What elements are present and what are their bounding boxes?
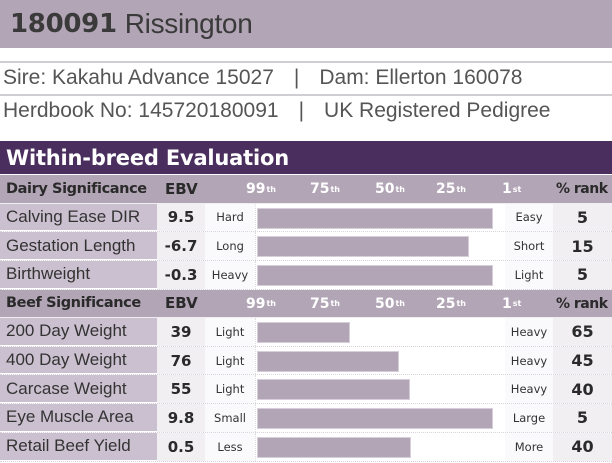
rank-value: 15 <box>553 232 612 260</box>
table-row: Birthweight -0.3 Heavy Light 5 <box>0 260 612 290</box>
percentile-bar <box>257 322 350 344</box>
rank-value: 65 <box>553 318 612 346</box>
ebv-value: 9.8 <box>157 404 205 432</box>
rank-column-header: % rank <box>556 295 608 312</box>
high-label: Heavy <box>505 346 553 375</box>
percentile-bar <box>257 408 493 430</box>
table-row: 400 Day Weight 76 Light Heavy 45 <box>0 346 612 376</box>
divider <box>0 61 612 63</box>
percentile-bar <box>257 379 410 401</box>
trait-name: Eye Muscle Area <box>0 404 157 432</box>
percentile-bar-track <box>255 203 505 232</box>
high-label: Heavy <box>505 375 553 404</box>
high-label: Light <box>505 260 553 289</box>
low-label: Light <box>205 346 255 375</box>
sire-text: Sire: Kakahu Advance 15027 <box>3 66 274 89</box>
rank-value: 40 <box>553 375 612 404</box>
animal-name: Rissington <box>124 8 253 39</box>
herdbook-text: Herdbook No: 145720180091 <box>3 99 279 122</box>
high-label: Short <box>505 232 553 260</box>
ebv-value: 0.5 <box>157 432 205 461</box>
table-row: Calving Ease DIR 9.5 Hard Easy 5 <box>0 203 612 233</box>
ebv-value: 55 <box>157 375 205 404</box>
table-row: Retail Beef Yield 0.5 Less More 40 <box>0 432 612 462</box>
percentile-bar <box>257 436 411 458</box>
low-label: Light <box>205 318 255 346</box>
percentile-bar-track <box>255 346 505 375</box>
trait-name: 200 Day Weight <box>0 318 157 346</box>
rank-value: 40 <box>553 432 612 461</box>
section-banner: Within-breed Evaluation <box>0 141 612 174</box>
parentage-row: Sire: Kakahu Advance 15027 | Dam: Ellert… <box>0 63 612 93</box>
rank-value: 5 <box>553 203 612 232</box>
divider <box>0 94 612 96</box>
separator: | <box>293 66 300 89</box>
rank-value: 5 <box>553 404 612 432</box>
percentile-bar-track <box>255 404 505 432</box>
animal-number: 180091 <box>10 9 117 39</box>
animal-title: 180091 Rissington <box>0 0 612 48</box>
percentile-bar-track <box>255 375 505 404</box>
trait-name: Retail Beef Yield <box>0 432 157 461</box>
percentile-bar <box>257 264 493 286</box>
high-label: Easy <box>505 203 553 232</box>
table-row: Gestation Length -6.7 Long Short 15 <box>0 232 612 261</box>
table-row: 200 Day Weight 39 Light Heavy 65 <box>0 318 612 347</box>
low-label: Less <box>205 432 255 461</box>
dam-text: Dam: Ellerton 160078 <box>319 66 523 89</box>
trait-name: Carcase Weight <box>0 375 157 404</box>
low-label: Light <box>205 375 255 404</box>
percentile-bar <box>257 207 493 229</box>
percentile-bar <box>257 236 469 258</box>
high-label: Large <box>505 404 553 432</box>
ebv-value: -6.7 <box>157 232 205 260</box>
separator: | <box>298 99 305 122</box>
trait-name: Birthweight <box>0 260 157 289</box>
trait-name: Gestation Length <box>0 232 157 260</box>
percentile-bar-track <box>255 318 505 346</box>
rank-column-header: % rank <box>556 181 608 197</box>
percentile-bar-track <box>255 232 505 260</box>
beef-heading: Beef Significance <box>6 295 141 312</box>
percentile-bar-track <box>255 432 505 461</box>
percentile-bar-track <box>255 260 505 289</box>
registration-status: UK Registered Pedigree <box>324 99 551 122</box>
low-label: Long <box>205 232 255 260</box>
ebv-value: 9.5 <box>157 203 205 232</box>
low-label: Heavy <box>205 260 255 289</box>
ebv-value: -0.3 <box>157 260 205 289</box>
percentile-bar <box>257 350 399 372</box>
dairy-heading: Dairy Significance <box>6 180 147 197</box>
table-row: Carcase Weight 55 Light Heavy 40 <box>0 375 612 405</box>
rank-value: 45 <box>553 346 612 375</box>
low-label: Small <box>205 404 255 432</box>
trait-name: Calving Ease DIR <box>0 203 157 232</box>
high-label: More <box>505 432 553 461</box>
rank-value: 5 <box>553 260 612 289</box>
high-label: Heavy <box>505 318 553 346</box>
trait-name: 400 Day Weight <box>0 346 157 375</box>
ebv-column-header: EBV <box>165 294 198 313</box>
ebv-value: 39 <box>157 318 205 346</box>
ebv-value: 76 <box>157 346 205 375</box>
herdbook-row: Herdbook No: 145720180091 | UK Registere… <box>0 96 612 126</box>
ebv-column-header: EBV <box>165 179 198 198</box>
low-label: Hard <box>205 203 255 232</box>
table-row: Eye Muscle Area 9.8 Small Large 5 <box>0 404 612 433</box>
